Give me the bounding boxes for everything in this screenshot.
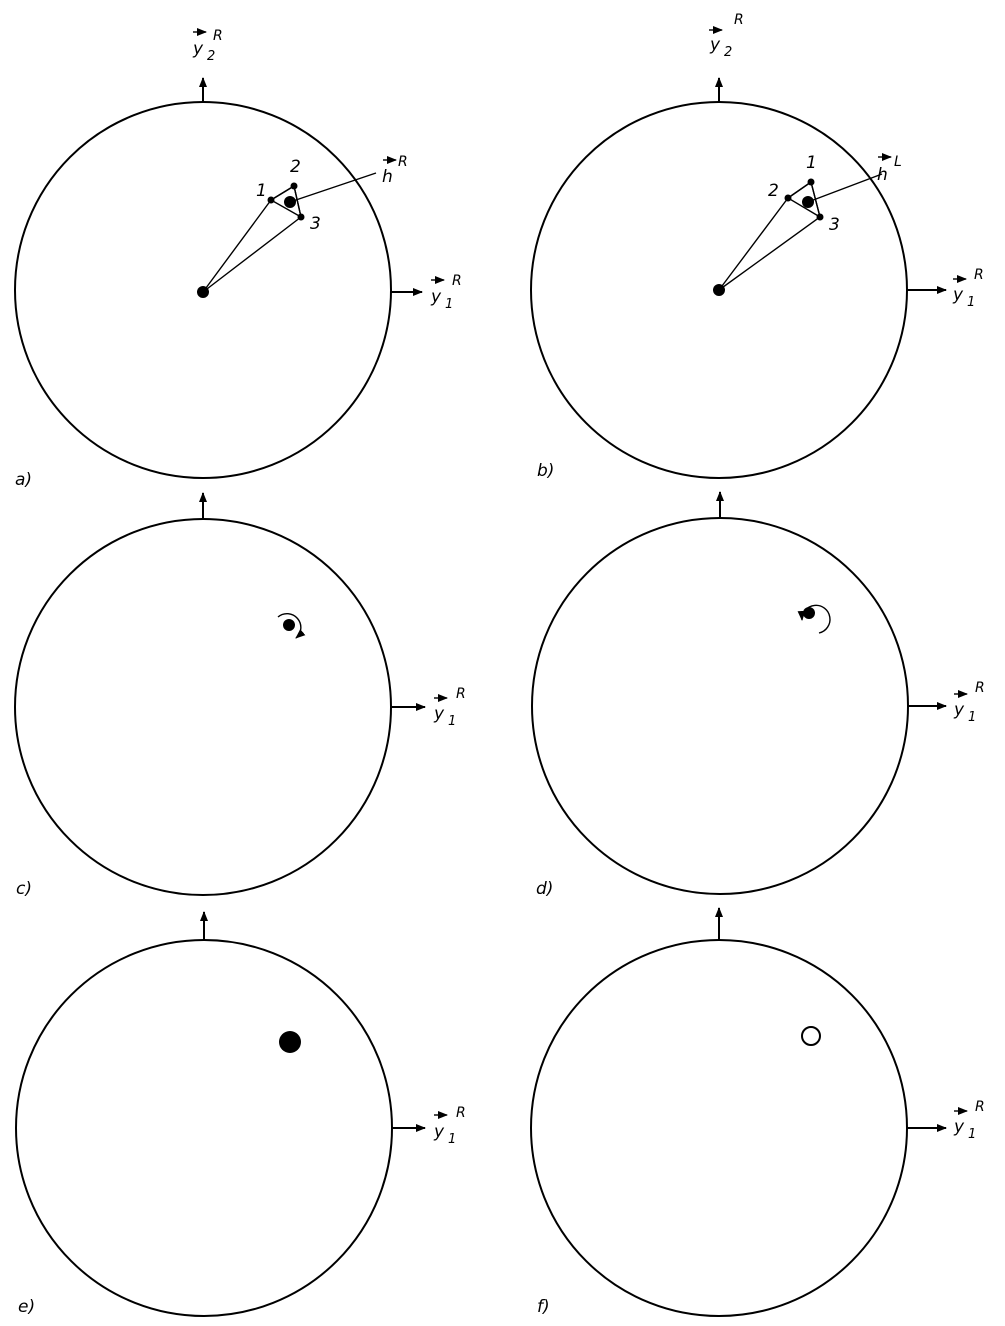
panel-label: e) xyxy=(18,1297,35,1317)
svg-text:1: 1 xyxy=(445,297,453,312)
panel-e: y 1 R e) xyxy=(15,911,466,1317)
svg-text:1: 1 xyxy=(968,710,976,725)
projection-circle xyxy=(14,518,392,896)
filled-pole-point xyxy=(279,1031,301,1053)
svg-text:R: R xyxy=(456,686,466,702)
svg-text:h: h xyxy=(877,165,888,185)
vertex-label: 1 xyxy=(806,153,817,173)
clockwise-rotation-icon xyxy=(277,613,306,639)
panel-c: y 1 R c) xyxy=(14,492,466,899)
svg-text:R: R xyxy=(456,1105,466,1121)
y1-axis-label: y 1 R xyxy=(952,267,984,310)
svg-text:1: 1 xyxy=(448,714,456,729)
vertex-point xyxy=(807,178,815,186)
panel-label: c) xyxy=(16,879,32,899)
vertex-label: 1 xyxy=(256,181,267,201)
svg-text:R: R xyxy=(213,28,223,44)
svg-text:R: R xyxy=(452,273,462,289)
projection-circle xyxy=(530,939,908,1317)
vertex-label: 3 xyxy=(829,215,840,235)
svg-text:y: y xyxy=(953,700,965,720)
panel-d: y 1 R d) xyxy=(531,491,985,899)
svg-text:y: y xyxy=(953,1117,965,1137)
vertex-label: 3 xyxy=(310,214,321,234)
svg-text:y: y xyxy=(430,287,442,307)
h-vector-label: h R xyxy=(382,154,408,187)
svg-text:R: R xyxy=(398,154,408,170)
svg-text:R: R xyxy=(975,1099,985,1115)
h-pole-point xyxy=(802,196,814,208)
svg-text:y: y xyxy=(709,35,721,55)
y1-axis-label: y 1 R xyxy=(433,1105,466,1147)
y1-axis-label: y 1 R xyxy=(953,1099,985,1142)
panel-label: a) xyxy=(15,470,32,490)
h-pole-point xyxy=(283,619,295,631)
panel-label: d) xyxy=(536,879,553,899)
panel-f: y 1 R f) xyxy=(530,907,985,1317)
y1-axis-label: y 1 R xyxy=(430,273,462,312)
vertex-triangle xyxy=(269,184,303,219)
svg-text:R: R xyxy=(734,12,744,28)
vertex-point xyxy=(267,196,275,204)
svg-text:h: h xyxy=(382,167,393,187)
y2-axis-label: y 2 R xyxy=(709,12,744,60)
h-vector-label: h L xyxy=(877,153,902,185)
svg-text:2: 2 xyxy=(724,45,732,60)
h-pole-point xyxy=(803,607,815,619)
svg-text:R: R xyxy=(974,267,984,283)
svg-text:y: y xyxy=(433,704,445,724)
svg-text:1: 1 xyxy=(448,1132,456,1147)
svg-text:L: L xyxy=(894,154,902,170)
h-pole-point xyxy=(284,196,296,208)
vertex-point xyxy=(784,194,792,202)
h-leader-line xyxy=(289,172,377,203)
vertex-point xyxy=(297,213,305,221)
svg-text:y: y xyxy=(952,285,964,305)
svg-text:2: 2 xyxy=(207,49,215,64)
y2-axis-label: y 2 R xyxy=(192,28,223,64)
svg-text:1: 1 xyxy=(968,1127,976,1142)
open-pole-point xyxy=(801,1026,821,1046)
svg-text:y: y xyxy=(192,39,204,59)
projection-circle xyxy=(531,517,909,895)
svg-text:y: y xyxy=(433,1122,445,1142)
panel-a: 1 2 3 h R y 2 R y 1 R a) xyxy=(14,28,462,490)
vertex-label: 2 xyxy=(768,181,779,201)
h-leader-line xyxy=(807,173,883,203)
y1-axis-label: y 1 R xyxy=(433,686,466,729)
panel-label: b) xyxy=(537,461,554,481)
projection-circle xyxy=(15,939,393,1317)
vertex-point xyxy=(816,213,824,221)
panel-label: f) xyxy=(537,1297,550,1317)
svg-text:1: 1 xyxy=(967,295,975,310)
counterclockwise-rotation-icon xyxy=(797,604,831,634)
svg-text:R: R xyxy=(975,680,985,696)
y1-axis-label: y 1 R xyxy=(953,680,985,725)
panel-b: 1 2 3 h L y 2 R y 1 R b) xyxy=(530,12,984,481)
vertex-point xyxy=(290,182,298,190)
vertex-label: 2 xyxy=(290,157,301,177)
